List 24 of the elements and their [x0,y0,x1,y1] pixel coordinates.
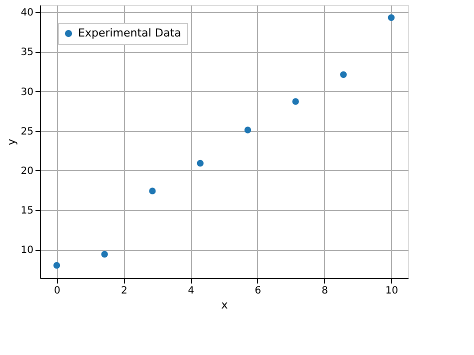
point [388,14,395,22]
x-tick-label: 8 [322,286,328,296]
x-tick-label: 4 [188,286,194,296]
point [244,126,252,134]
point [53,262,60,269]
y-tick-label: 40 [20,8,34,19]
x-tick-label: 0 [54,286,60,296]
legend-label: Experimental Data [78,26,182,40]
y-tick-label: 35 [20,47,34,58]
y-tick-label: 15 [20,205,34,216]
point [340,71,347,78]
x-tick-label: 6 [254,286,262,296]
y-tick-label: 30 [20,86,34,98]
point [149,188,156,194]
y-tick-label: 10 [20,245,34,256]
x-tick-label: 10 [385,286,398,296]
x-axis-title: x [221,298,228,312]
point [292,98,299,105]
point [196,160,204,167]
y-tick-label: 20 [20,166,34,177]
y-tick-label: 25 [20,126,34,138]
x-tick-label: 2 [120,286,128,296]
y-axis-title: y [4,138,18,146]
point [101,250,108,258]
